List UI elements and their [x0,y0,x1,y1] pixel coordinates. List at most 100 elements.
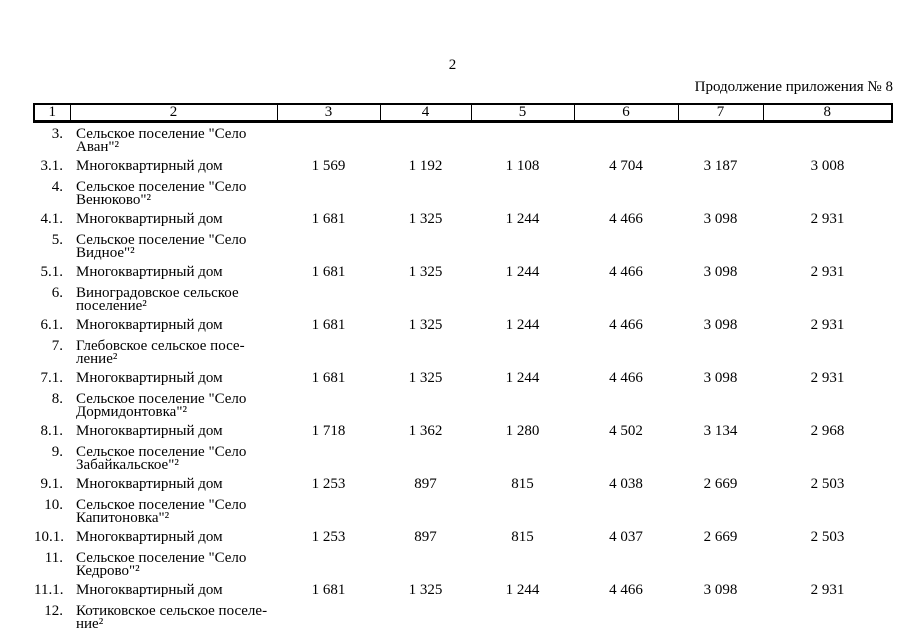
value-cell [574,550,678,579]
column-header: 6 [573,103,679,123]
row-name-cell: Многоквартирный дом [76,528,223,545]
column-header: 7 [677,103,764,123]
value-cell [763,444,892,473]
value-cell [471,391,574,420]
row-name-cell: Многоквартирный дом [76,210,223,227]
value-cell [471,338,574,367]
row-number-cell: 5. [51,231,63,248]
value-cell: 4 466 [609,581,643,598]
row-name-cell: Сельское поселение "Село Аван"² [76,125,247,155]
value-cell: 1 325 [408,210,443,227]
value-cell [380,550,471,579]
row-name-cell: Многоквартирный дом [76,581,223,598]
value-cell: 3 008 [810,157,845,174]
value-cell [380,497,471,526]
value-cell [763,338,892,367]
value-cell: 1 280 [505,422,540,439]
value-cell: 815 [511,528,534,545]
column-header: 8 [762,103,893,123]
value-cell [574,497,678,526]
row-number-cell: 4.1. [40,210,64,227]
value-cell: 1 244 [505,210,540,227]
row-name-cell: Многоквартирный дом [76,369,223,386]
value-cell [471,126,574,155]
value-cell [763,126,892,155]
value-cell: 2 931 [810,210,845,227]
value-cell: 2 669 [703,475,738,492]
value-cell: 2 931 [810,316,845,333]
value-cell: 1 325 [408,263,443,280]
value-cell: 1 108 [505,157,540,174]
row-name-cell: Многоквартирный дом [76,422,223,439]
value-cell: 4 466 [609,263,643,280]
value-cell [574,126,678,155]
value-cell: 815 [511,475,534,492]
value-cell: 1 681 [311,210,346,227]
row-name-cell: Виноградовское сельское поселение² [76,284,239,314]
value-cell [678,550,763,579]
value-cell [678,497,763,526]
value-cell: 3 098 [703,581,738,598]
table-row: 3. Сельское поселение "Село Аван"² [34,126,892,155]
value-cell [574,444,678,473]
row-name-cell: Многоквартирный дом [76,475,223,492]
value-cell: 4 704 [609,157,643,174]
table-row: 6.1. Многоквартирный дом 1 681 1 325 1 2… [34,314,892,338]
value-cell: 2 931 [810,369,845,386]
table-row: 10. Сельское поселение "Село Капитоновка… [34,497,892,526]
value-cell [380,338,471,367]
value-cell [380,603,471,632]
value-cell [277,338,380,367]
value-cell [763,285,892,314]
table-row: 11.1. Многоквартирный дом 1 681 1 325 1 … [34,579,892,603]
table-row: 7.1. Многоквартирный дом 1 681 1 325 1 2… [34,367,892,391]
table-row: 5.1. Многоквартирный дом 1 681 1 325 1 2… [34,261,892,285]
value-cell: 3 098 [703,316,738,333]
value-cell [380,232,471,261]
table-header: 1 2 3 4 5 6 7 8 [33,103,893,123]
value-cell: 1 244 [505,581,540,598]
column-header: 1 [33,103,71,123]
value-cell [471,603,574,632]
value-cell [574,232,678,261]
value-cell [678,126,763,155]
row-number-cell: 12. [44,602,63,619]
value-cell: 1 253 [311,528,346,545]
value-cell: 3 134 [703,422,738,439]
table-row: 5. Сельское поселение "Село Видное"² [34,232,892,261]
row-number-cell: 7. [51,337,63,354]
value-cell: 4 502 [609,422,643,439]
value-cell [277,232,380,261]
value-cell: 1 325 [408,581,443,598]
value-cell [277,550,380,579]
value-cell: 1 244 [505,369,540,386]
value-cell: 1 718 [311,422,346,439]
value-cell [678,179,763,208]
value-cell [471,285,574,314]
value-cell: 1 362 [408,422,443,439]
table-row: 4.1. Многоквартирный дом 1 681 1 325 1 2… [34,208,892,232]
row-name-cell: Глебовское сельское посе- ление² [76,337,245,367]
value-cell [277,126,380,155]
row-number-cell: 11. [44,549,63,566]
value-cell [763,497,892,526]
value-cell [763,391,892,420]
value-cell: 2 503 [810,528,845,545]
value-cell: 897 [414,528,437,545]
value-cell: 3 098 [703,210,738,227]
table-row: 8. Сельское поселение "Село Дормидонтовк… [34,391,892,420]
value-cell: 1 681 [311,581,346,598]
row-number-cell: 11.1. [34,581,64,598]
value-cell [763,232,892,261]
table-row: 9. Сельское поселение "Село Забайкальско… [34,444,892,473]
value-cell [763,179,892,208]
value-cell: 2 968 [810,422,845,439]
value-cell: 1 253 [311,475,346,492]
value-cell: 3 098 [703,369,738,386]
row-number-cell: 8.1. [40,422,64,439]
continuation-note: Продолжение приложения № 8 [694,79,893,95]
table-body: 3. Сельское поселение "Село Аван"² 3.1. … [34,122,892,632]
value-cell: 3 098 [703,263,738,280]
value-cell [574,338,678,367]
value-cell [277,391,380,420]
